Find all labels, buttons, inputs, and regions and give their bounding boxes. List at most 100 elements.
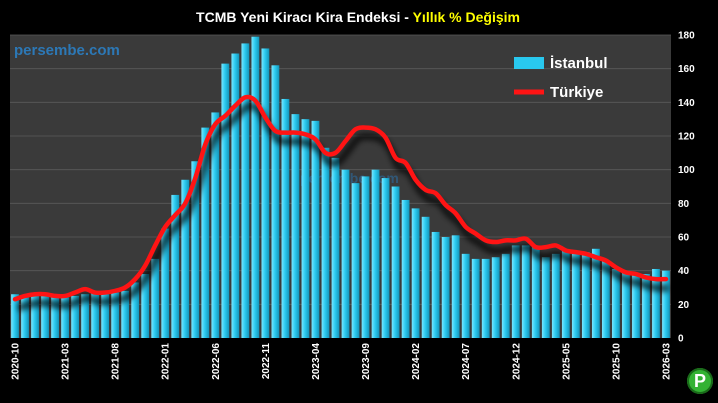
istanbul-bar — [161, 228, 170, 338]
istanbul-bar — [171, 194, 180, 338]
istanbul-bar — [121, 290, 130, 338]
istanbul-bar — [271, 65, 280, 339]
istanbul-bar — [411, 208, 420, 338]
istanbul-bar — [361, 176, 370, 338]
istanbul-bar — [231, 53, 240, 339]
x-tick-label: 2022-01 — [161, 343, 172, 380]
x-tick-label: 2023-04 — [311, 343, 322, 380]
watermark-top: persembe.com — [14, 42, 120, 59]
istanbul-bars — [11, 36, 670, 339]
istanbul-bar — [71, 295, 80, 338]
x-tick-label: 2020-10 — [11, 343, 22, 380]
legend-label-istanbul: İstanbul — [550, 55, 608, 72]
istanbul-bar — [51, 295, 59, 338]
legend-swatch-istanbul — [514, 57, 544, 69]
chart-title-accent: Yıllık % Değişim — [413, 9, 520, 25]
istanbul-bar — [471, 258, 480, 338]
persembe-logo-icon: P — [687, 368, 713, 394]
istanbul-bar — [351, 183, 360, 338]
istanbul-bar — [191, 161, 200, 338]
istanbul-bar — [501, 253, 510, 338]
chart-title: TCMB Yeni Kiracı Kira Endeksi - Yıllık %… — [196, 9, 520, 25]
istanbul-bar — [662, 270, 670, 338]
x-tick-label: 2024-02 — [411, 343, 422, 380]
y-tick-label: 80 — [678, 199, 690, 210]
istanbul-bar — [151, 258, 160, 338]
istanbul-bar — [181, 179, 190, 338]
istanbul-bar — [571, 252, 580, 338]
istanbul-bar — [91, 292, 100, 338]
istanbul-bar — [441, 237, 450, 338]
istanbul-bar — [321, 147, 330, 338]
chart-title-main: TCMB Yeni Kiracı Kira Endeksi - — [196, 9, 413, 25]
istanbul-bar — [41, 294, 49, 338]
istanbul-bar — [141, 274, 150, 338]
istanbul-bar — [251, 36, 260, 338]
y-tick-label: 20 — [678, 300, 690, 311]
istanbul-bar — [241, 43, 250, 339]
istanbul-bar — [101, 294, 110, 338]
x-tick-label: 2024-12 — [511, 343, 522, 380]
istanbul-bar — [341, 169, 350, 338]
istanbul-bar — [581, 252, 590, 338]
x-tick-label: 2022-11 — [261, 343, 272, 380]
x-tick-label: 2025-05 — [561, 343, 572, 380]
istanbul-bar — [511, 245, 520, 338]
istanbul-bar — [61, 297, 69, 338]
y-tick-label: 40 — [678, 266, 690, 277]
istanbul-bar — [551, 253, 560, 338]
grid-lines — [10, 34, 671, 305]
istanbul-bar — [642, 274, 650, 338]
turkiye-line-group — [12, 94, 670, 312]
istanbul-bar — [541, 257, 550, 338]
istanbul-bar — [401, 199, 410, 338]
istanbul-bar — [561, 250, 570, 338]
istanbul-bar — [201, 127, 210, 338]
y-tick-label: 120 — [678, 132, 695, 143]
istanbul-bar — [431, 231, 440, 338]
istanbul-bar — [221, 63, 230, 338]
istanbul-bar — [371, 169, 380, 338]
y-tick-label: 100 — [678, 165, 695, 176]
istanbul-bar — [291, 114, 300, 338]
istanbul-bar — [451, 235, 460, 338]
istanbul-bar — [31, 295, 39, 338]
x-axis-ticks: 2020-10 2021-03 2021-08 2022-01 2022-06 2022-… — [11, 343, 673, 380]
istanbul-bar — [591, 248, 600, 338]
istanbul-bar — [421, 216, 430, 338]
istanbul-bar — [601, 260, 610, 338]
istanbul-bar — [311, 120, 320, 338]
x-tick-label: 2024-07 — [461, 343, 472, 380]
istanbul-bar — [81, 294, 90, 338]
istanbul-bar — [652, 268, 660, 338]
istanbul-bar — [211, 112, 220, 338]
istanbul-bar — [612, 268, 620, 338]
istanbul-bar — [491, 257, 500, 338]
x-tick-label: 2022-06 — [211, 343, 222, 380]
y-axis-ticks: 0 20 40 60 80 100 120 140 160 180 — [678, 31, 695, 345]
turkiye-line — [12, 94, 669, 302]
istanbul-bar — [281, 98, 290, 338]
istanbul-bar — [111, 292, 120, 338]
y-tick-label: 180 — [678, 31, 695, 42]
x-tick-label: 2021-08 — [111, 343, 122, 380]
legend: İstanbul Türkiye — [514, 55, 608, 101]
istanbul-bar — [301, 119, 310, 339]
x-tick-label: 2023-09 — [361, 343, 372, 380]
y-tick-label: 160 — [678, 64, 695, 75]
y-tick-label: 60 — [678, 233, 690, 244]
istanbul-bar — [521, 245, 530, 338]
istanbul-bar — [11, 294, 19, 338]
turkiye-line-shadow — [16, 102, 670, 312]
istanbul-bar — [391, 186, 400, 338]
istanbul-bar — [381, 178, 390, 338]
istanbul-bar — [622, 272, 630, 338]
y-tick-label: 140 — [678, 98, 695, 109]
istanbul-bar — [21, 297, 29, 338]
x-tick-label: 2025-10 — [611, 343, 622, 380]
istanbul-bar — [632, 274, 640, 338]
x-tick-label: 2026-03 — [661, 343, 672, 380]
istanbul-bar — [461, 253, 470, 338]
